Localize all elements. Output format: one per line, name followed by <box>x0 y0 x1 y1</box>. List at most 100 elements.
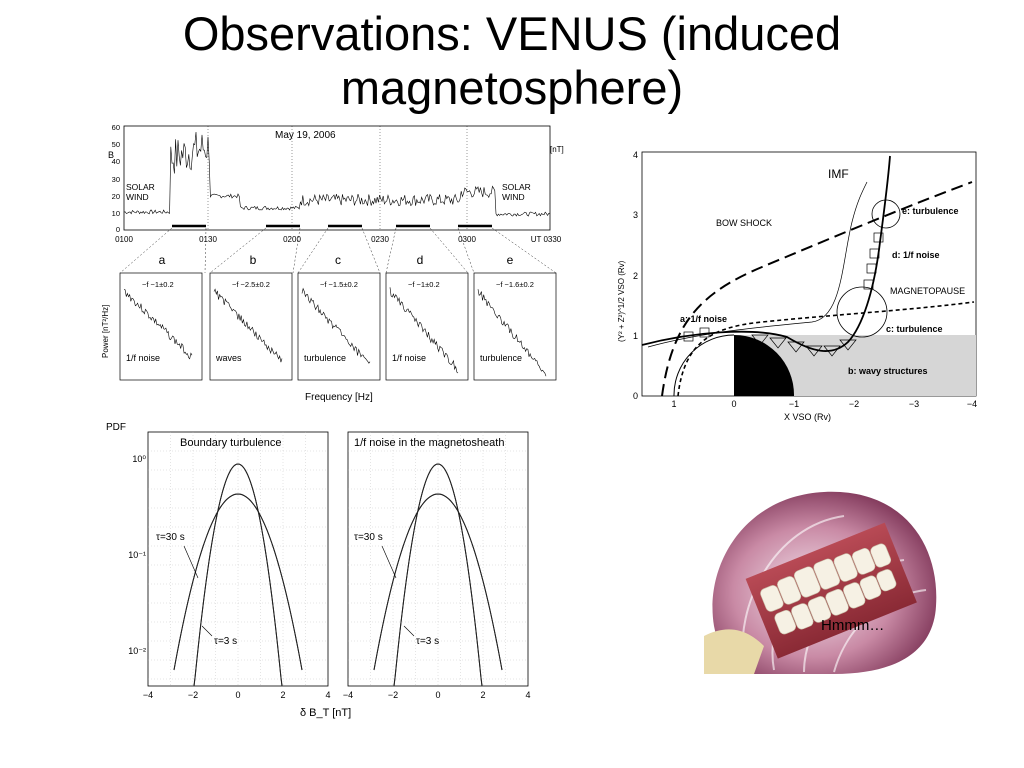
y-tick-10: 10 <box>112 209 120 218</box>
interval-d: d <box>417 253 424 267</box>
pdf-curve <box>373 493 503 671</box>
pdf-ytick-1e-1: 10⁻¹ <box>128 550 146 560</box>
map-ytick-2: 2 <box>633 271 638 281</box>
interval-e: e <box>507 253 514 267</box>
slide-title-line-2: magnetosphere) <box>340 61 684 114</box>
x-tick-0300: 0300 <box>458 235 476 244</box>
pdf-xtick: 0 <box>435 690 440 700</box>
x-tick-0100: 0100 <box>115 235 133 244</box>
interval-b: b <box>250 253 257 267</box>
map-xtick-m3: −3 <box>909 399 919 409</box>
pdf-xlabel: δ B_T [nT] <box>300 707 351 719</box>
pdf-ytick-1e-2: 10⁻² <box>128 646 146 656</box>
solar-wind-left-2: WIND <box>126 192 149 202</box>
map-xlabel: X VSO (Rv) <box>784 412 831 422</box>
spectrum-type-label: turbulence <box>480 353 522 363</box>
interval-c: c <box>335 253 341 267</box>
map-ytick-4: 4 <box>633 150 638 160</box>
pdf-xtick: 4 <box>325 690 330 700</box>
magnetopause-label: MAGNETOPAUSE <box>890 286 965 296</box>
solar-wind-right-2: WIND <box>502 192 525 202</box>
spectra-panels: −f −1±0.2 1/f noise −f −2.5±0.2 waves −f −1.… <box>119 272 557 381</box>
interval-a: a <box>159 253 166 267</box>
spectrum-curve <box>123 289 193 360</box>
pdf-panel-title-1: Boundary turbulence <box>180 437 282 449</box>
map-xtick-m1: −1 <box>789 399 799 409</box>
y-tick-20: 20 <box>112 192 120 201</box>
spectrum-slope-label: −f −2.5±0.2 <box>232 280 270 289</box>
slide-title-line-1: Observations: VENUS (induced <box>182 7 842 60</box>
label-e-turbulence: e: turbulence <box>902 206 959 216</box>
spectrum-panel-frame <box>297 272 381 381</box>
pdf-xtick: 0 <box>235 690 240 700</box>
map-xtick-0: 0 <box>731 399 736 409</box>
spectra-xlabel: Frequency [Hz] <box>305 392 373 403</box>
imf-label: IMF <box>828 167 849 181</box>
tau-3-left: τ=3 s <box>214 636 237 647</box>
pdf-xtick: −2 <box>188 690 198 700</box>
x-tick-0130: 0130 <box>199 235 217 244</box>
spectrum-curve <box>213 288 283 363</box>
pdf-curve <box>393 463 483 687</box>
onion-teeth-photo: Hmmm… <box>704 486 944 674</box>
timeseries-unit: [nT] <box>550 145 564 154</box>
y-tick-30: 30 <box>112 175 120 184</box>
spectrum-slope-label: −f −1.6±0.2 <box>496 280 534 289</box>
spectrum-curve <box>301 287 371 364</box>
solar-wind-right-1: SOLAR <box>502 182 531 192</box>
spectrum-type-label: waves <box>215 353 242 363</box>
spectrum-type-label: 1/f noise <box>126 353 160 363</box>
pdf-ylabel: PDF <box>106 422 126 433</box>
pdf-xtick: 2 <box>480 690 485 700</box>
y-tick-0: 0 <box>116 225 120 234</box>
tau-3-right: τ=3 s <box>416 636 439 647</box>
label-c-turbulence: c: turbulence <box>886 324 943 334</box>
map-ytick-1: 1 <box>633 331 638 341</box>
x-tick-0230: 0230 <box>371 235 389 244</box>
map-xtick-m2: −2 <box>849 399 859 409</box>
label-b-wavy: b: wavy structures <box>848 366 928 376</box>
magnetic-field-trace <box>123 131 551 217</box>
timeseries-title: May 19, 2006 <box>275 130 336 141</box>
spectrum-panel-frame <box>385 272 469 381</box>
magnetic-field-figure: B [nT] May 19, 2006 60 50 40 30 20 10 0 … <box>101 123 564 403</box>
x-tick-0200: 0200 <box>283 235 301 244</box>
tau-30-right: τ=30 s <box>354 532 383 543</box>
spectrum-slope-label: −f −1.5±0.2 <box>320 280 358 289</box>
pdf-xtick: 2 <box>280 690 285 700</box>
timeseries-ylabel: B <box>108 150 114 160</box>
spectrum-curve <box>477 289 547 377</box>
spectrum-type-label: turbulence <box>304 353 346 363</box>
map-ytick-3: 3 <box>633 210 638 220</box>
spectrum-slope-label: −f −1±0.2 <box>142 280 174 289</box>
pdf-ytick-1e0: 10⁰ <box>132 454 146 464</box>
spectrum-type-label: 1/f noise <box>392 353 426 363</box>
spectra-ylabel: Power [nT²/Hz] <box>101 305 110 358</box>
pdf-xtick: −4 <box>343 690 353 700</box>
label-a-noise: a: 1/f noise <box>680 314 727 324</box>
spectrum-curve <box>389 287 459 374</box>
spectrum-slope-label: −f −1±0.2 <box>408 280 440 289</box>
pdf-xtick: 4 <box>525 690 530 700</box>
y-tick-60: 60 <box>112 123 120 132</box>
map-ylabel: (Y² + Z²)^1/2 VSO (Rv) <box>617 260 626 342</box>
spectrum-panel-frame <box>119 272 203 381</box>
map-xtick-m4: −4 <box>967 399 977 409</box>
photo-caption: Hmmm… <box>821 617 884 634</box>
pdf-panel-title-2: 1/f noise in the magnetosheath <box>354 437 504 449</box>
map-ytick-0: 0 <box>633 391 638 401</box>
label-d-noise: d: 1/f noise <box>892 250 940 260</box>
spectrum-panel-frame <box>209 272 293 381</box>
pdf-xtick: −2 <box>388 690 398 700</box>
bow-shock-label: BOW SHOCK <box>716 218 772 228</box>
spectrum-panel-frame <box>473 272 557 381</box>
tau-30-left: τ=30 s <box>156 532 185 543</box>
pdf-curve <box>193 463 283 687</box>
solar-wind-left-1: SOLAR <box>126 182 155 192</box>
map-xtick-1: 1 <box>671 399 676 409</box>
x-tick-ut-0330: UT 0330 <box>531 235 562 244</box>
y-tick-50: 50 <box>112 140 120 149</box>
pdf-xtick: −4 <box>143 690 153 700</box>
venus-magnetosphere-map: IMF BOW SHOCK MAGNETOPAUSE a: 1/f noise … <box>617 150 977 422</box>
pdf-figure: PDF Boundary turbulence 1/f noise in the… <box>106 422 531 719</box>
